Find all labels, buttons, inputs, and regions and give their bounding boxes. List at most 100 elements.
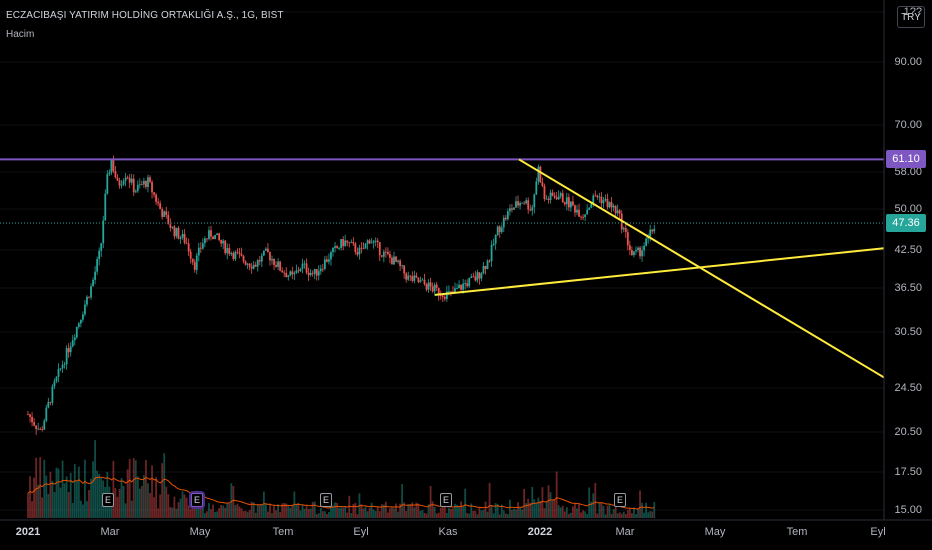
candle xyxy=(77,321,80,329)
candle-body xyxy=(195,255,198,270)
candle-body xyxy=(326,259,328,262)
candle-body xyxy=(96,259,99,272)
candle xyxy=(423,273,426,286)
candle-body xyxy=(604,199,607,201)
volume-bar xyxy=(161,463,164,518)
candle xyxy=(218,232,221,242)
candle-body xyxy=(525,200,528,204)
candle-body xyxy=(502,217,505,228)
candle-body xyxy=(370,242,373,244)
candle-body xyxy=(509,208,511,212)
earnings-marker[interactable]: E xyxy=(614,493,626,507)
candle-body xyxy=(106,174,109,194)
candle xyxy=(167,211,170,225)
earnings-marker[interactable]: E xyxy=(440,493,452,507)
volume-bar xyxy=(301,505,304,518)
earnings-marker[interactable]: E xyxy=(320,493,332,507)
volume-bar xyxy=(267,511,269,518)
volume-bar xyxy=(79,500,82,518)
volume-bar xyxy=(153,497,155,518)
volume-bar xyxy=(502,510,505,518)
candle-body xyxy=(346,240,349,243)
volume-indicator-label[interactable]: Hacim xyxy=(6,29,35,40)
volume-bar xyxy=(348,495,351,518)
candle xyxy=(531,204,534,216)
volume-bar xyxy=(226,502,229,518)
candle xyxy=(29,413,31,423)
candle xyxy=(307,267,310,281)
candle-body xyxy=(57,369,60,377)
candle xyxy=(201,238,204,250)
candle-body xyxy=(37,428,40,430)
volume-bar xyxy=(482,509,485,518)
volume-bar xyxy=(51,480,54,518)
candle-body xyxy=(486,260,489,269)
candle xyxy=(181,229,184,240)
volume-bar xyxy=(118,488,121,518)
resistance-price-tag: 61.10 xyxy=(886,150,926,169)
time-tick-label: 2022 xyxy=(527,526,553,538)
candle xyxy=(228,243,231,256)
candle xyxy=(69,342,72,357)
candle xyxy=(47,397,50,409)
volume-bar xyxy=(639,490,641,518)
candle-body xyxy=(612,205,615,208)
volume-bar xyxy=(578,503,580,518)
candle xyxy=(287,274,290,281)
candle xyxy=(358,244,361,260)
candle-body xyxy=(527,200,530,210)
volume-bar xyxy=(433,507,436,518)
candle xyxy=(454,282,456,294)
candle xyxy=(183,229,186,245)
candle xyxy=(494,234,497,250)
candle-body xyxy=(606,199,609,208)
volume-bar xyxy=(380,504,383,518)
candle xyxy=(504,214,507,221)
volume-bar xyxy=(626,509,629,518)
candle xyxy=(535,177,538,195)
volume-bar xyxy=(147,483,149,518)
candle-body xyxy=(338,247,340,249)
volume-bar xyxy=(236,503,239,518)
earnings-marker[interactable]: E xyxy=(191,493,203,507)
candle xyxy=(67,343,70,358)
candle xyxy=(622,226,625,233)
candle-body xyxy=(435,284,438,288)
candle xyxy=(344,234,347,247)
volume-bar xyxy=(450,508,452,518)
volume-bar xyxy=(96,470,99,518)
candle xyxy=(122,178,125,186)
volume-bar xyxy=(149,493,151,518)
candle xyxy=(90,283,92,300)
candle xyxy=(110,159,113,176)
candle xyxy=(549,189,552,204)
candle xyxy=(242,254,245,264)
volume-bar xyxy=(397,511,399,518)
candle xyxy=(240,247,243,257)
candle-body xyxy=(354,243,357,253)
candle-body xyxy=(635,250,637,252)
candle-body xyxy=(445,291,448,299)
candle-body xyxy=(287,275,290,277)
volume-bar xyxy=(273,505,275,518)
volume-bar xyxy=(551,500,554,518)
candle-body xyxy=(250,266,253,269)
candle-body xyxy=(336,246,338,249)
candle-body xyxy=(368,240,371,244)
currency-button[interactable]: TRY xyxy=(897,6,925,28)
earnings-marker[interactable]: E xyxy=(102,493,114,507)
candle xyxy=(303,260,306,269)
candle xyxy=(419,276,422,283)
candle xyxy=(116,174,119,181)
volume-bar xyxy=(214,511,216,518)
candle-body xyxy=(53,381,56,387)
candle-body xyxy=(462,283,465,290)
symbol-title[interactable]: ECZACIBAŞI YATIRIM HOLDİNG ORTAKLIĞI A.Ş… xyxy=(6,10,284,21)
volume-bar xyxy=(395,503,397,518)
candle xyxy=(482,261,485,275)
volume-bar xyxy=(496,504,499,518)
candle xyxy=(624,224,627,238)
candle-body xyxy=(535,181,538,195)
candle xyxy=(356,247,359,257)
